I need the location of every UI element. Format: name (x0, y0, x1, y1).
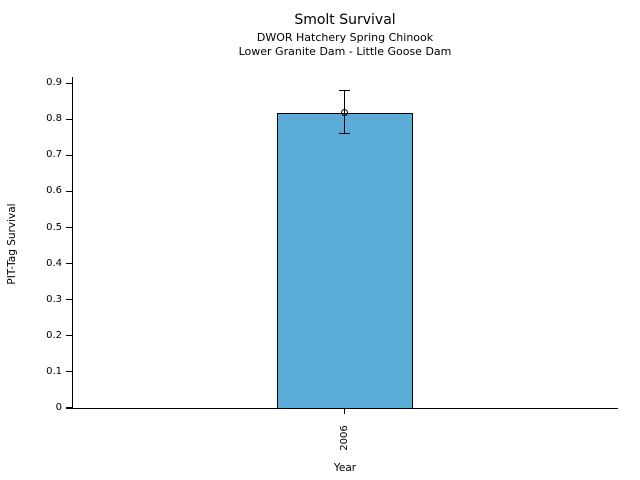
y-tick-label: 0.3 (46, 293, 62, 305)
y-tick-mark (66, 226, 73, 229)
y-tick-mark (66, 118, 73, 120)
x-tick-mark (343, 409, 346, 414)
y-tick-mark (66, 154, 73, 156)
chart-subtitle-stock: DWOR Hatchery Spring Chinook (256, 31, 434, 44)
chart-title: Smolt Survival (294, 12, 396, 28)
y-tick-label: 0.1 (46, 365, 62, 377)
y-tick-label: 0 (55, 402, 62, 413)
y-tick-mark (66, 263, 73, 265)
error-bar-cap-bottom (339, 132, 350, 135)
x-axis-label: Year (333, 462, 357, 474)
y-tick-label: 0.7 (46, 149, 62, 161)
y-tick-label: 0.9 (46, 77, 62, 89)
error-bar-cap-top (339, 89, 350, 92)
y-tick-label: 0.6 (46, 185, 62, 197)
y-tick-mark (66, 190, 73, 192)
y-tick-mark (66, 299, 73, 301)
survival-bar (276, 112, 413, 409)
y-axis-line (72, 77, 73, 409)
y-tick-mark (66, 407, 73, 409)
y-tick-mark (66, 335, 73, 337)
y-tick-label: 0.5 (46, 221, 62, 233)
y-tick-label: 0.8 (46, 113, 62, 125)
point-estimate-marker (341, 109, 348, 117)
y-tick-mark (66, 82, 73, 84)
y-tick-label: 0.4 (46, 257, 62, 269)
y-tick-mark (66, 371, 73, 373)
y-tick-label: 0.2 (46, 329, 62, 341)
chart-subtitle-reach: Lower Granite Dam - Little Goose Dam (238, 45, 452, 58)
x-tick-label-year: 2006 (338, 425, 350, 451)
